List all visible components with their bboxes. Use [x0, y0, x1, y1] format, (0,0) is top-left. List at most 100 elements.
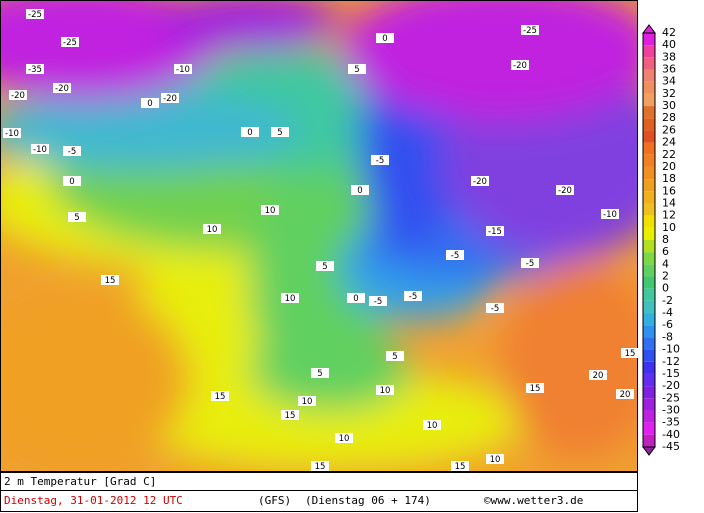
- legend-level: 36: [662, 63, 676, 76]
- legend-swatch: [643, 215, 655, 228]
- run-label: (Dienstag 06 + 174): [305, 494, 431, 507]
- legend-swatch: [643, 227, 655, 240]
- legend-swatch: [643, 69, 655, 82]
- contour-label: -5: [521, 258, 539, 269]
- contour-label-box: [621, 348, 639, 358]
- contour-label-text: -25: [28, 10, 42, 20]
- contour-label-box: [53, 83, 71, 93]
- contour-label: -5: [486, 303, 504, 314]
- contour-label-text: 5: [322, 262, 327, 272]
- legend-top-arrow: [642, 24, 656, 34]
- legend-level: 22: [662, 148, 676, 161]
- legend-swatch: [643, 349, 655, 362]
- contour-label-box: [511, 60, 529, 70]
- legend-swatch: [643, 325, 655, 338]
- contour-label-box: [281, 410, 299, 420]
- legend-swatch: [643, 179, 655, 192]
- contour-label-box: [376, 33, 394, 43]
- contour-label-box: [471, 176, 489, 186]
- contour-label-text: 15: [315, 462, 326, 472]
- contour-label-box: [616, 389, 634, 399]
- contour-label: 5: [348, 64, 366, 75]
- contour-label: 0: [351, 185, 369, 196]
- model-label: (GFS): [258, 494, 291, 507]
- contour-label-text: 5: [277, 128, 282, 138]
- legend-level: 26: [662, 123, 676, 136]
- legend-level: -2: [662, 294, 673, 307]
- contour-label-text: -10: [603, 210, 617, 220]
- contour-label-text: 0: [247, 128, 252, 138]
- legend-swatch: [643, 288, 655, 301]
- legend-level: 14: [662, 196, 676, 209]
- contour-label: 5: [316, 261, 334, 272]
- legend-swatch: [643, 191, 655, 204]
- contour-label-box: [203, 224, 221, 234]
- contour-label: -25: [26, 9, 44, 20]
- contour-label-text: 0: [357, 186, 362, 196]
- contour-label-box: [316, 261, 334, 271]
- legend-level: 2: [662, 270, 669, 283]
- contour-label-text: 0: [147, 99, 152, 109]
- contour-label-text: -25: [63, 38, 77, 48]
- contour-label: -20: [471, 176, 489, 187]
- contour-label-box: [68, 212, 86, 222]
- contour-label-box: [521, 258, 539, 268]
- contour-label-box: [63, 176, 81, 186]
- legend-level: 34: [662, 75, 676, 88]
- contour-label-box: [174, 64, 192, 74]
- legend-level: 42: [662, 26, 676, 39]
- legend-level: 0: [662, 282, 669, 295]
- legend-swatch: [643, 93, 655, 107]
- legend-level: -35: [662, 416, 680, 429]
- contour-label-text: -10: [5, 129, 19, 139]
- contour-label-box: [61, 37, 79, 47]
- legend-swatch: [643, 57, 655, 70]
- contour-label-box: [521, 25, 539, 35]
- contour-label: 5: [311, 368, 329, 379]
- contour-label-text: -20: [558, 186, 572, 196]
- legend-swatch: [643, 130, 655, 143]
- contour-label-box: [404, 291, 422, 301]
- source-label: ©www.wetter3.de: [484, 494, 583, 507]
- legend-swatch: [643, 118, 655, 131]
- contour-label-text: -20: [513, 61, 527, 71]
- legend-level: 28: [662, 111, 676, 124]
- contour-label-box: [261, 205, 279, 215]
- contour-label: 10: [298, 396, 316, 407]
- contour-label: -5: [371, 155, 389, 166]
- contour-label: 10: [335, 433, 353, 444]
- contour-label-box: [3, 128, 21, 138]
- contour-label-text: 5: [392, 352, 397, 362]
- legend-swatch: [643, 276, 655, 289]
- contour-label-box: [271, 127, 289, 137]
- contour-label-text: 15: [105, 276, 116, 286]
- contour-label-box: [589, 370, 607, 380]
- legend-level: 38: [662, 50, 676, 63]
- legend-swatch: [643, 410, 655, 423]
- legend-swatch: [643, 106, 655, 119]
- contour-label: -25: [521, 25, 539, 36]
- contour-label-text: 10: [265, 206, 276, 216]
- contour-label-box: [348, 64, 366, 74]
- contour-label-text: -20: [11, 91, 25, 101]
- contour-label-box: [63, 146, 81, 156]
- contour-label-box: [451, 461, 469, 471]
- map-frame: [0, 0, 638, 472]
- contour-label-text: -5: [376, 156, 384, 166]
- contour-label-text: -5: [409, 292, 417, 302]
- contour-label: 15: [526, 383, 544, 394]
- contour-label-text: 15: [285, 411, 296, 421]
- contour-label: 10: [376, 385, 394, 396]
- contour-label: 10: [486, 454, 504, 465]
- contour-label-text: -5: [451, 251, 459, 261]
- contour-label-box: [161, 93, 179, 103]
- contour-label: 20: [616, 389, 634, 400]
- contour-label-box: [386, 351, 404, 361]
- contour-label-box: [601, 209, 619, 219]
- contour-label-box: [101, 275, 119, 285]
- contour-label-text: 10: [285, 294, 296, 304]
- contour-label: -10: [601, 209, 619, 220]
- contour-label: 0: [347, 293, 365, 304]
